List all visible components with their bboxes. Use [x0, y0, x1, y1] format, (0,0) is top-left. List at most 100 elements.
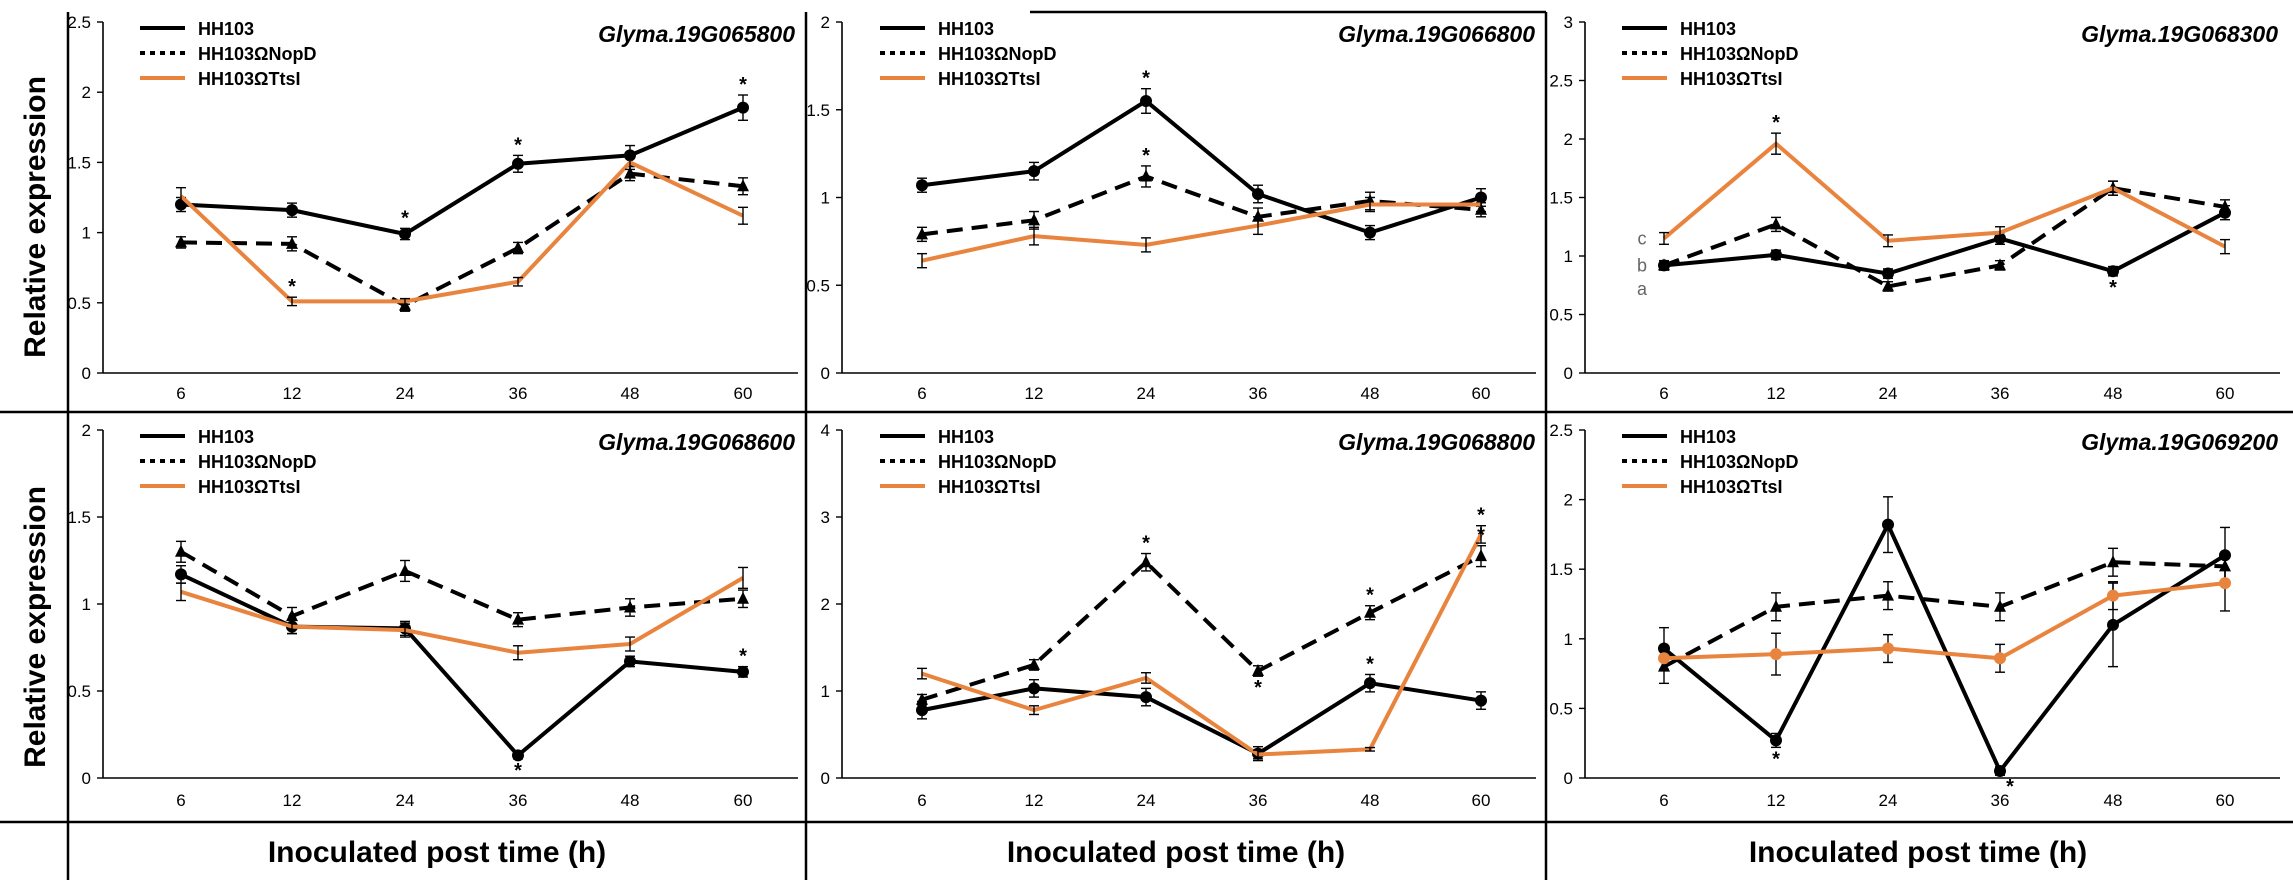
data-point [286, 204, 298, 217]
series-line [1663, 210, 2226, 276]
series-line [1662, 141, 2226, 249]
chart-title: Glyma.19G069200 [2081, 429, 2278, 455]
x-tick-label: 24 [1879, 791, 1898, 810]
data-point [1028, 213, 1040, 226]
significance-star: * [2109, 277, 2117, 299]
x-axis-label-col2: Inoculated post time (h) [1006, 836, 1346, 869]
data-point [916, 179, 928, 192]
x-tick-label: 6 [917, 791, 926, 810]
figure-frame [0, 10, 2293, 880]
data-point [1770, 734, 1782, 747]
series-1: ** [175, 565, 749, 782]
data-point [1882, 279, 1894, 292]
y-tick-label: 2.5 [67, 13, 91, 32]
y-tick-label: 1 [821, 682, 830, 701]
series-2: * * * * [916, 525, 1487, 706]
y-tick-label: 0.5 [67, 294, 91, 313]
y-tick-label: 0.5 [67, 682, 91, 701]
data-point [1028, 682, 1040, 695]
data-point [1475, 694, 1487, 707]
data-point [175, 235, 187, 248]
significance-star: * [1142, 533, 1150, 555]
chart-panel-1: 0 0.5 1 1.5 2 2.5 6 12 24 36 48 60 Glyma.19G065800 HH… [67, 13, 798, 403]
y-tick-label: 2 [1564, 491, 1573, 510]
error-bar [917, 252, 927, 269]
y-axis-label-top: Relative expression [19, 76, 52, 358]
series-line [921, 202, 1481, 263]
data-point [737, 101, 749, 114]
y-axis-label-bottom: Relative expression [19, 486, 52, 768]
error-bar [1029, 705, 1039, 716]
legend-label: HH103ΩNopD [198, 452, 316, 472]
y-tick-label: 2.5 [1549, 72, 1573, 91]
x-tick-label: 48 [621, 384, 640, 403]
x-tick-label: 48 [621, 791, 640, 810]
error-bar [176, 186, 186, 206]
legend-label: HH103ΩTtsI [198, 69, 300, 89]
x-tick-label: 12 [283, 384, 302, 403]
significance-star: * [739, 646, 747, 668]
data-point [1994, 599, 2006, 612]
series-line [1663, 186, 2226, 289]
series-1: * [1658, 204, 2231, 299]
significance-star: * [401, 207, 409, 229]
legend-label: HH103ΩNopD [938, 452, 1056, 472]
y-tick-label: 0 [82, 769, 91, 788]
y-tick-label: 0 [82, 364, 91, 383]
error-bar [625, 154, 635, 171]
y-tick-label: 0 [821, 769, 830, 788]
x-tick-label: 60 [2216, 384, 2235, 403]
chart-panel-2: 0 0.5 1 1.5 2 6 12 24 36 48 60 Glyma.19G066800 HH103… [806, 13, 1536, 403]
data-point [2219, 577, 2231, 590]
series-line [180, 171, 744, 308]
x-tick-label: 6 [1659, 791, 1668, 810]
data-point [175, 568, 187, 581]
legend-label: HH103 [938, 427, 994, 447]
series-line [179, 160, 744, 304]
significance-star: * [1142, 68, 1150, 90]
data-point [916, 692, 928, 705]
series-2 [175, 165, 749, 312]
series-3 [1658, 554, 2231, 676]
error-bar [400, 297, 410, 305]
chart-title: Glyma.19G068800 [1338, 429, 1535, 455]
x-tick-label: 36 [509, 791, 528, 810]
x-tick-label: 24 [396, 384, 415, 403]
x-tick-label: 12 [1025, 791, 1044, 810]
data-point [737, 665, 749, 678]
chart-title: Glyma.19G068600 [598, 429, 795, 455]
x-axis-label-col3: Inoculated post time (h) [1748, 836, 2088, 869]
data-point [512, 612, 524, 625]
significance-star: * [514, 134, 522, 156]
y-tick-label: 1.5 [67, 153, 91, 172]
series-line [921, 681, 1482, 756]
data-point [2107, 555, 2119, 568]
error-bar [917, 667, 927, 680]
data-point [1475, 549, 1487, 562]
y-tick-label: 1 [82, 595, 91, 614]
error-bar [287, 296, 297, 307]
x-tick-label: 6 [1659, 384, 1668, 403]
legend-label: HH103 [1680, 19, 1736, 39]
y-tick-label: 2 [1564, 130, 1573, 149]
error-bar [1253, 749, 1263, 760]
series-line [180, 105, 744, 237]
data-point [399, 563, 411, 576]
data-point [1252, 187, 1264, 200]
legend-label: HH103 [1680, 427, 1736, 447]
series-3 [176, 566, 748, 661]
y-tick-label: 0.5 [1549, 699, 1573, 718]
panels: 00.511.522.56 12 24 36 48 60Glyma.19G065800HH… [67, 13, 2280, 810]
legend-label: HH103ΩNopD [1680, 452, 1798, 472]
data-point [916, 704, 928, 717]
x-tick-label: 60 [1472, 384, 1491, 403]
data-point [1658, 652, 1670, 665]
data-point [1882, 588, 1894, 601]
x-tick-label: 24 [1137, 384, 1156, 403]
data-point [624, 166, 636, 179]
series-3 [917, 196, 1486, 269]
error-bar [1029, 226, 1039, 246]
y-tick-label: 1 [1564, 247, 1573, 266]
data-point [1770, 599, 1782, 612]
